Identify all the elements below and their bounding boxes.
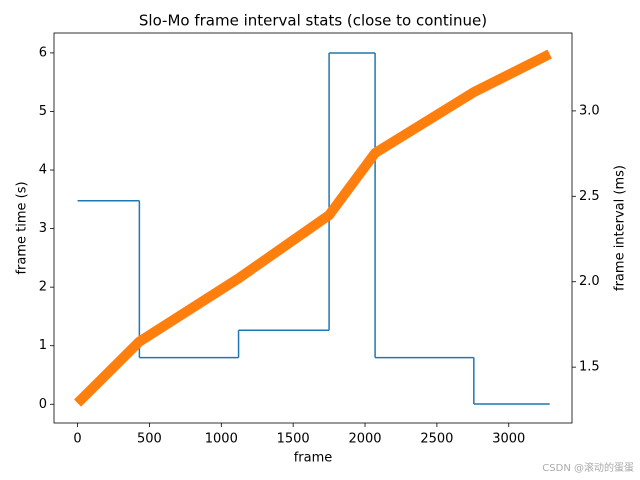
x-tick-label: 1500 <box>277 432 310 447</box>
y2-tick-label: 2.5 <box>579 189 600 204</box>
x-tick-label: 3000 <box>492 432 525 447</box>
y2-tick-label: 3.0 <box>579 103 600 118</box>
y-axis-label: frame time (s) <box>15 181 30 274</box>
x-tick-label: 500 <box>137 432 162 447</box>
x-tick-label: 2500 <box>420 432 453 447</box>
y-tick-label: 2 <box>39 280 47 295</box>
x-tick-label: 0 <box>73 432 81 447</box>
x-axis-label: frame <box>294 451 333 466</box>
y-tick-label: 3 <box>39 221 47 236</box>
y-tick-label: 4 <box>39 163 47 178</box>
y-tick-label: 5 <box>39 104 47 119</box>
y2-tick-label: 2.0 <box>579 274 600 289</box>
line <box>74 49 552 407</box>
y2-tick-label: 1.5 <box>579 360 600 375</box>
y-tick-label: 1 <box>39 338 47 353</box>
watermark: CSDN @滚动的蛋蛋 <box>542 461 634 474</box>
y2-axis-label: frame interval (ms) <box>613 165 628 291</box>
x-tick-label: 2000 <box>348 432 381 447</box>
y-tick-label: 0 <box>39 397 47 412</box>
plot-frame <box>53 32 573 424</box>
y-tick-label: 6 <box>39 45 47 60</box>
x-tick-label: 1000 <box>205 432 238 447</box>
chart-title: Slo-Mo frame interval stats (close to co… <box>139 12 487 30</box>
